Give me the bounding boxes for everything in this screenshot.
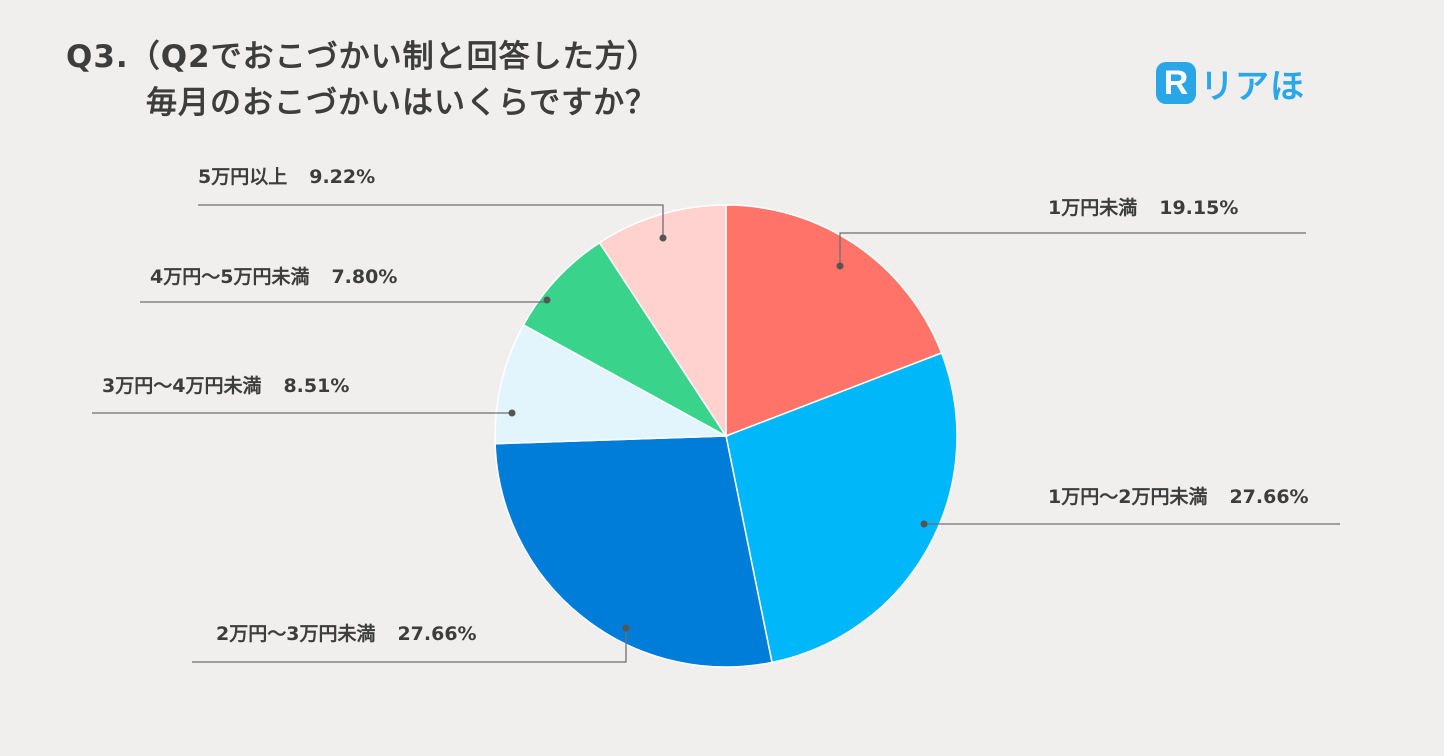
brand-logo: R リアほ (1156, 58, 1305, 108)
slice-value-label: 8.51% (283, 375, 349, 397)
slice-label: 4万円〜5万円未満 7.80% (150, 265, 397, 288)
slice-category-label: 3万円〜4万円未満 (102, 374, 261, 397)
slice-label: 1万円〜2万円未満 27.66% (1048, 485, 1309, 508)
slice-value-label: 27.66% (1229, 486, 1308, 508)
leader-line (198, 204, 664, 238)
slice-label: 3万円〜4万円未満 8.51% (102, 374, 349, 397)
slice-category-label: 2万円〜3万円未満 (216, 622, 375, 645)
slice-category-label: 1万円未満 (1048, 196, 1137, 219)
slice-value-label: 7.80% (331, 266, 397, 288)
chart-title: Q3.（Q2でおこづかい制と回答した方） 毎月のおこづかいはいくらですか？ (66, 34, 659, 126)
pie-slice (494, 323, 729, 445)
leader-dot (836, 262, 844, 270)
logo-mark-icon: R (1156, 62, 1196, 104)
leader-line (839, 232, 1306, 266)
leader-line (192, 628, 627, 663)
title-line-2: 毎月のおこづかいはいくらですか？ (146, 85, 658, 121)
slice-category-label: 1万円〜2万円未満 (1048, 485, 1207, 508)
title-line-1: Q3.（Q2でおこづかい制と回答した方） (66, 39, 659, 75)
pie-slices (494, 204, 958, 668)
slice-category-label: 4万円〜5万円未満 (150, 265, 309, 288)
logo-text: リアほ (1200, 66, 1305, 107)
leader-line (140, 300, 548, 303)
slice-value-label: 27.66% (397, 623, 476, 645)
slice-label: 1万円未満 19.15% (1048, 196, 1238, 219)
pie-slice (522, 241, 727, 437)
leader-lines (92, 204, 1340, 663)
leader-dot (508, 409, 516, 417)
slice-value-label: 19.15% (1159, 197, 1238, 219)
leader-dot (659, 234, 667, 242)
pie-slice (598, 204, 727, 439)
slice-labels: 1万円未満 19.15% 1万円〜2万円未満 27.66% 2万円〜3万円未満 27.66… (102, 166, 1309, 645)
slice-label: 2万円〜3万円未満 27.66% (216, 622, 477, 645)
slice-value-label: 9.22% (309, 166, 375, 188)
pie-slice (725, 352, 958, 664)
leader-dot (622, 624, 630, 632)
slice-category-label: 5万円以上 (198, 166, 287, 188)
pie-slice (494, 435, 773, 668)
leader-dot (543, 296, 551, 304)
leader-dot (920, 520, 928, 528)
slice-label: 5万円以上 9.22% (198, 166, 375, 188)
pie-slice (725, 204, 943, 438)
